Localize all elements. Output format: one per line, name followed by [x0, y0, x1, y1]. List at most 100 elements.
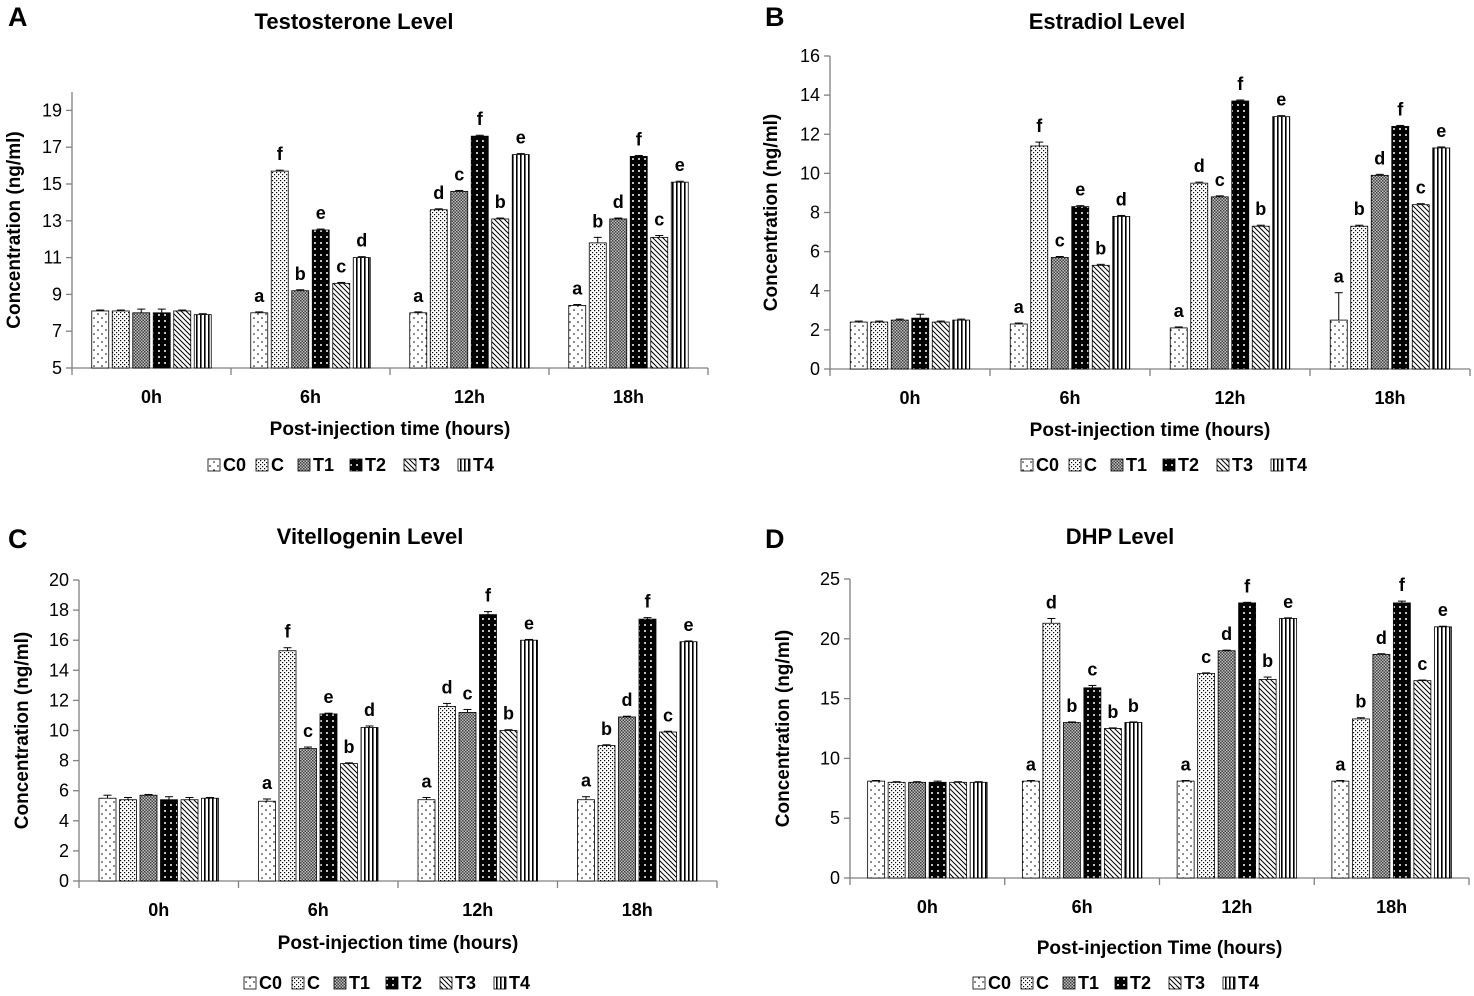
- significance-label: d: [433, 183, 444, 203]
- significance-label: c: [1055, 231, 1065, 251]
- bar-t4-6h: [1124, 722, 1143, 879]
- bar-t2-18h: [638, 618, 657, 882]
- bar-t1-6h: [291, 290, 310, 369]
- y-tick-label: 8: [59, 751, 69, 771]
- vitellogenin-chart: Vitellogenin Level 0 2 4 6 8 10 12 14 16 18 20 0h 6h 1…: [12, 524, 718, 993]
- significance-label: f: [1036, 116, 1043, 136]
- x-tick-label: 0h: [899, 388, 920, 408]
- legend-label-c: C: [307, 973, 320, 991]
- bar-c-6h: [1030, 145, 1049, 370]
- bar-t3-12h: [1258, 679, 1277, 879]
- significance-label: f: [477, 109, 484, 129]
- y-tick-label: 11: [43, 248, 62, 268]
- bar-t1-18h: [609, 218, 628, 369]
- bar-c-18h: [1350, 225, 1369, 370]
- bar-c0-6h: [1021, 780, 1040, 879]
- bar-c0-6h: [258, 800, 276, 882]
- panel-letter-d: D: [765, 524, 785, 554]
- significance-label: d: [1376, 628, 1387, 648]
- significance-label: f: [1399, 575, 1406, 595]
- bar-t2-6h: [319, 713, 338, 882]
- x-tick-label: 6h: [1059, 388, 1080, 408]
- legend-label-t1: T1: [313, 455, 334, 475]
- bar-t3-18h: [1411, 204, 1430, 370]
- bar-t3-0h: [931, 321, 950, 370]
- y-tick-label: 19: [42, 100, 62, 120]
- bar-c0-0h: [91, 310, 110, 369]
- y-tick-label: 17: [42, 137, 62, 157]
- bar-t3-18h: [659, 731, 677, 882]
- bar-t1-6h: [299, 748, 317, 882]
- bar-c0-12h: [1176, 780, 1195, 879]
- significance-label: d: [1046, 592, 1057, 612]
- significance-label: c: [1417, 654, 1427, 674]
- legend-swatch-t1: [1110, 458, 1124, 472]
- bar-c-12h: [438, 706, 456, 882]
- legend-label-t2: T2: [1178, 455, 1199, 475]
- bar-c-6h: [270, 170, 289, 369]
- significance-label: f: [285, 622, 292, 642]
- legend-label-c0: C0: [223, 455, 246, 475]
- significance-label: c: [336, 256, 346, 276]
- bar-t2-12h: [1238, 602, 1257, 879]
- y-tick-label: 2: [59, 841, 69, 861]
- bar-t3-12h: [1251, 225, 1270, 370]
- bar-c-18h: [1351, 718, 1370, 879]
- significance-label: b: [495, 192, 506, 212]
- significance-label: c: [1087, 659, 1097, 679]
- significance-label: a: [1334, 267, 1345, 287]
- legend-swatch-c: [291, 976, 305, 990]
- legend-swatch-t2: [385, 976, 399, 990]
- y-tick-label: 20: [820, 629, 840, 649]
- bar-t3-18h: [650, 236, 669, 369]
- significance-label: d: [364, 700, 375, 720]
- y-tick-label: 6: [59, 781, 69, 801]
- y-tick-label: 12: [800, 124, 820, 144]
- y-tick-label: 6: [810, 242, 820, 262]
- x-tick-label: 18h: [622, 900, 653, 920]
- significance-label: d: [1194, 156, 1205, 176]
- bar-t3-6h: [1091, 264, 1110, 370]
- bar-t2-12h: [479, 614, 497, 882]
- x-tick-label: 12h: [1214, 388, 1245, 408]
- x-axis-label: Post-injection time (hours): [278, 933, 519, 954]
- significance-label: e: [1436, 121, 1446, 141]
- significance-label: a: [1335, 755, 1346, 775]
- legend-label-t3: T3: [1184, 973, 1205, 991]
- bar-t4-12h: [520, 639, 538, 882]
- bar-t1-6h: [1050, 257, 1069, 370]
- bar-c-12h: [429, 209, 448, 369]
- chart-title: Estradiol Level: [1029, 9, 1186, 34]
- significance-label: d: [1221, 624, 1232, 644]
- bar-c-18h: [597, 745, 616, 882]
- legend-swatch-c0: [972, 976, 986, 990]
- bar-t4-0h: [193, 314, 212, 369]
- significance-label: a: [413, 286, 424, 306]
- legend-swatch-t3: [403, 458, 417, 472]
- legend-label-t3: T3: [419, 455, 440, 475]
- y-tick-label: 10: [49, 721, 69, 741]
- bar-t3-0h: [180, 799, 199, 882]
- estradiol-chart: Estradiol Level 0 2 4 6 8 10 12 14 16 0h 6h 12h 18h Po…: [761, 9, 1471, 475]
- significance-label: f: [1397, 99, 1404, 119]
- legend-label-c: C: [1084, 455, 1097, 475]
- bar-t1-0h: [890, 319, 909, 370]
- x-tick-label: 18h: [1374, 388, 1405, 408]
- significance-label: b: [1066, 696, 1077, 716]
- legend-label-t1: T1: [1078, 973, 1099, 991]
- significance-label: c: [303, 721, 313, 741]
- legend-swatch-c: [1068, 458, 1082, 472]
- legend-label-c: C: [271, 455, 284, 475]
- significance-label: a: [1026, 755, 1037, 775]
- bar-t3-6h: [332, 282, 351, 369]
- bar-c0-0h: [867, 780, 886, 879]
- significance-label: d: [1374, 148, 1385, 168]
- bar-c-0h: [887, 781, 906, 879]
- significance-label: b: [1107, 702, 1118, 722]
- significance-label: a: [581, 771, 592, 791]
- y-tick-label: 25: [820, 569, 840, 589]
- bar-t2-6h: [311, 229, 330, 369]
- significance-label: a: [572, 279, 583, 299]
- significance-label: b: [1355, 692, 1366, 712]
- significance-label: a: [1014, 297, 1025, 317]
